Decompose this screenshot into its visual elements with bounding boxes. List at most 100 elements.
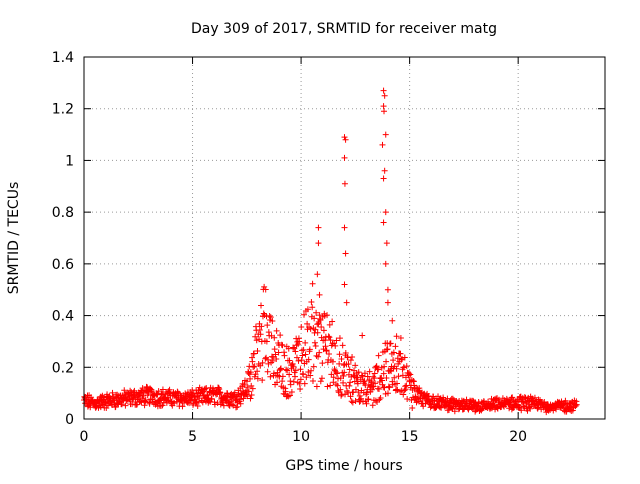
data-point	[259, 359, 266, 366]
data-point	[401, 387, 408, 394]
data-point	[383, 240, 390, 247]
data-point	[324, 383, 331, 390]
y-tick-label: 1.4	[52, 50, 74, 66]
data-point	[393, 365, 400, 372]
data-point	[401, 354, 408, 361]
data-point	[399, 355, 406, 362]
data-point	[258, 338, 265, 345]
data-point	[265, 360, 272, 367]
data-point	[312, 326, 319, 333]
data-point	[314, 329, 321, 336]
data-points	[81, 87, 580, 416]
data-point	[236, 396, 243, 403]
data-point	[387, 340, 394, 347]
data-point	[269, 317, 276, 324]
x-tick-label: 20	[509, 429, 527, 445]
data-point	[302, 339, 309, 346]
data-point	[293, 354, 300, 361]
data-point	[341, 224, 348, 231]
data-point	[257, 331, 264, 338]
data-point	[341, 154, 348, 161]
data-point	[526, 404, 533, 411]
data-point	[271, 334, 278, 341]
data-point	[375, 352, 382, 359]
data-point	[346, 366, 353, 373]
data-point	[320, 327, 327, 334]
data-point	[311, 315, 318, 322]
data-point	[342, 349, 349, 356]
data-point	[285, 345, 292, 352]
data-point	[349, 399, 356, 406]
data-point	[375, 366, 382, 373]
y-tick-label: 0.6	[52, 257, 74, 273]
data-point	[247, 369, 254, 376]
data-point	[237, 400, 244, 407]
y-tick-label: 0	[65, 412, 74, 428]
data-point	[380, 87, 387, 94]
data-point	[384, 286, 391, 293]
data-point	[385, 390, 392, 397]
data-point	[275, 349, 282, 356]
data-point	[129, 396, 136, 403]
data-point	[309, 280, 316, 287]
data-point	[258, 302, 265, 309]
data-point	[324, 312, 331, 319]
data-point	[340, 379, 347, 386]
data-point	[535, 404, 542, 411]
data-point	[308, 298, 315, 305]
data-point	[249, 358, 256, 365]
data-point	[315, 353, 322, 360]
data-point	[286, 371, 293, 378]
data-point	[289, 360, 296, 367]
data-point	[288, 388, 295, 395]
data-point	[329, 358, 336, 365]
data-point	[296, 338, 303, 345]
data-point	[313, 352, 320, 359]
data-point	[398, 356, 405, 363]
data-point	[387, 367, 394, 374]
data-point	[142, 397, 149, 404]
data-point	[307, 325, 314, 332]
data-point	[386, 384, 393, 391]
x-axis-label: GPS time / hours	[285, 458, 402, 474]
data-point	[347, 393, 354, 400]
data-point	[384, 299, 391, 306]
data-point	[252, 371, 259, 378]
data-point	[271, 346, 278, 353]
data-point	[407, 371, 414, 378]
data-point	[199, 389, 206, 396]
data-point	[397, 350, 404, 357]
data-point	[350, 389, 357, 396]
data-point	[273, 356, 280, 363]
data-point	[332, 342, 339, 349]
data-point	[305, 356, 312, 363]
data-point	[258, 323, 265, 330]
data-point	[318, 375, 325, 382]
data-point	[406, 370, 413, 377]
data-point	[390, 349, 397, 356]
data-point	[244, 384, 251, 391]
data-point	[291, 345, 298, 352]
data-point	[354, 374, 361, 381]
data-point	[292, 373, 299, 380]
y-tick-label: 0.8	[52, 205, 74, 221]
data-point	[329, 318, 336, 325]
data-point	[531, 394, 538, 401]
data-point	[301, 380, 308, 387]
data-point	[345, 389, 352, 396]
data-point	[382, 209, 389, 216]
data-point	[274, 379, 281, 386]
data-point	[355, 369, 362, 376]
data-point	[393, 333, 400, 340]
data-point	[159, 391, 166, 398]
data-point	[279, 373, 286, 380]
data-point	[313, 309, 320, 316]
data-point	[229, 401, 236, 408]
data-point	[409, 405, 416, 412]
data-point	[159, 402, 166, 409]
data-point	[361, 378, 368, 385]
data-point	[305, 368, 312, 375]
data-point	[290, 344, 297, 351]
data-point	[370, 373, 377, 380]
